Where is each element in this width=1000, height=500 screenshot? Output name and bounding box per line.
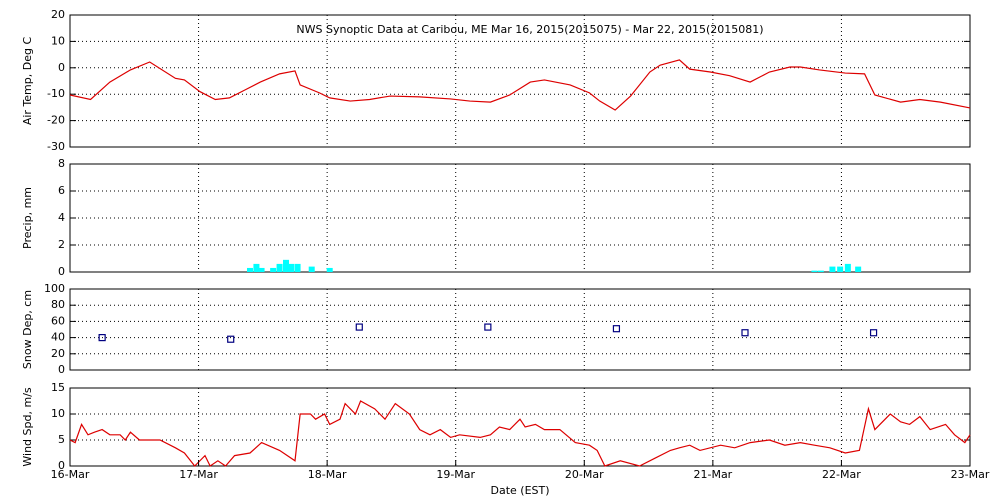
y-tick-label: 20: [51, 347, 65, 360]
x-tick-label: 22-Mar: [822, 468, 861, 481]
y-tick-label: 20: [51, 8, 65, 21]
point: [355, 323, 363, 331]
bar: [270, 267, 277, 272]
y-tick-label: 15: [51, 381, 65, 394]
x-tick-label: 17-Mar: [179, 468, 218, 481]
y-tick-label: 40: [51, 331, 65, 344]
x-tick-label: 16-Mar: [51, 468, 90, 481]
bar: [855, 266, 862, 272]
plot-frame: [69, 163, 971, 273]
bar: [294, 263, 301, 272]
y-tick-label: 0: [58, 363, 65, 376]
y-tick-label: 60: [51, 314, 65, 327]
y-tick-label: 10: [51, 407, 65, 420]
bar: [288, 263, 295, 272]
bar: [844, 263, 851, 272]
bar: [811, 270, 818, 272]
data-line: [69, 59, 971, 111]
bar: [276, 263, 283, 272]
bar: [829, 266, 836, 272]
point: [227, 335, 235, 343]
point: [484, 323, 492, 331]
y-tick-label: 100: [44, 282, 65, 295]
plot-frame: [69, 14, 971, 148]
y-tick-label: 5: [58, 433, 65, 446]
x-tick-label: 18-Mar: [308, 468, 347, 481]
y-tick-label: 80: [51, 298, 65, 311]
x-tick-label: 20-Mar: [565, 468, 604, 481]
point: [741, 329, 749, 337]
chart-title: NWS Synoptic Data at Caribou, ME Mar 16,…: [296, 23, 763, 36]
bar: [817, 270, 824, 272]
y-axis-label: Precip, mm: [21, 187, 34, 249]
x-tick-label: 21-Mar: [693, 468, 732, 481]
bar: [258, 267, 265, 272]
y-tick-label: 10: [51, 34, 65, 47]
bar: [247, 267, 253, 272]
y-axis-label: Wind Spd, m/s: [21, 387, 34, 467]
x-axis-label: Date (EST): [490, 484, 549, 497]
plot-frame: [69, 288, 971, 371]
y-tick-label: -10: [47, 87, 65, 100]
data-line: [69, 400, 971, 467]
bar: [308, 266, 315, 272]
y-tick-label: 4: [58, 211, 65, 224]
bar: [283, 259, 289, 272]
y-tick-label: -30: [47, 140, 65, 153]
point: [98, 334, 106, 342]
bar: [253, 263, 260, 272]
bar: [326, 267, 333, 272]
point: [869, 329, 878, 337]
y-tick-label: 0: [58, 265, 65, 278]
x-tick-label: 23-Mar: [951, 468, 990, 481]
plot-frame: [69, 387, 971, 467]
y-tick-label: 6: [58, 184, 65, 197]
x-tick-label: 19-Mar: [436, 468, 475, 481]
y-axis-label: Snow Dep, cm: [21, 290, 34, 369]
point: [612, 325, 621, 333]
y-tick-label: 0: [58, 459, 65, 472]
y-tick-label: 2: [58, 238, 65, 251]
y-tick-label: 0: [58, 61, 65, 74]
bar: [837, 266, 844, 272]
y-tick-label: 8: [58, 157, 65, 170]
y-axis-label: Air Temp, Deg C: [21, 37, 34, 126]
y-tick-label: -20: [47, 114, 65, 127]
